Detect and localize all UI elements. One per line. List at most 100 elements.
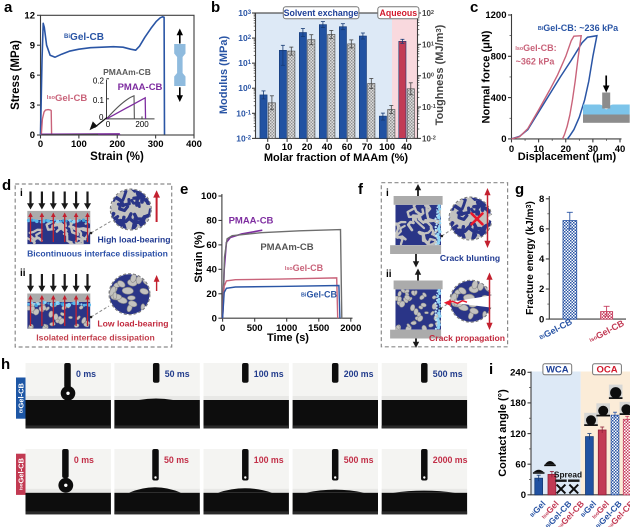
svg-text:2000 ms: 2000 ms [433,455,468,465]
svg-text:Displacement (μm): Displacement (μm) [518,151,617,163]
svg-text:BiGel-CB: BiGel-CB [64,32,104,43]
svg-text:6: 6 [539,224,544,235]
svg-text:Solvent exchange: Solvent exchange [284,8,359,18]
svg-text:12: 12 [24,11,35,22]
svg-text:500: 500 [247,323,263,334]
svg-text:100 ms: 100 ms [254,455,284,465]
svg-text:20: 20 [302,142,313,153]
svg-text:e: e [180,181,188,198]
svg-text:Contact angle (°): Contact angle (°) [497,389,509,477]
svg-text:2000: 2000 [340,323,361,334]
svg-text:0 ms: 0 ms [76,369,96,379]
svg-text:Fracture energy (kJ/m3): Fracture energy (kJ/m3) [525,201,536,315]
svg-text:Crack propagation: Crack propagation [429,333,505,343]
svg-text:500 ms: 500 ms [433,369,463,379]
svg-text:Strain (%): Strain (%) [90,151,144,163]
svg-text:i: i [489,361,493,378]
svg-text:IsoGel-CB: IsoGel-CB [47,93,88,104]
svg-text:8: 8 [539,194,544,205]
svg-text:Modulus (MPa): Modulus (MPa) [218,36,230,115]
svg-text:10: 10 [533,144,544,155]
svg-text:102: 102 [238,33,251,43]
svg-text:60: 60 [515,459,526,470]
svg-text:10-1: 10-1 [236,108,251,118]
svg-text:0.2: 0.2 [93,76,105,85]
svg-text:ii: ii [386,269,392,280]
svg-text:IsoGel-CB:: IsoGel-CB: [515,43,556,53]
svg-text:200: 200 [135,120,149,129]
svg-text:1200: 1200 [485,10,506,21]
svg-text:0: 0 [509,144,514,155]
svg-text:40: 40 [206,265,217,276]
svg-text:100: 100 [238,83,251,93]
svg-text:500 ms: 500 ms [344,455,374,465]
svg-text:BiGel-CB: ~236 kPa: BiGel-CB: ~236 kPa [538,23,619,33]
svg-text:800: 800 [491,52,507,63]
svg-text:PMAAm-CB: PMAAm-CB [260,242,313,253]
svg-text:Molar fraction of MAAm (%): Molar fraction of MAAm (%) [264,152,409,164]
svg-text:40: 40 [615,144,626,155]
svg-text:200 ms: 200 ms [344,369,374,379]
svg-text:Normal force (μN): Normal force (μN) [481,30,493,123]
svg-text:f: f [358,181,364,198]
svg-text:10-2: 10-2 [236,133,251,143]
svg-text:180: 180 [510,398,526,409]
svg-text:1000: 1000 [276,323,297,334]
svg-text:High load-bearing: High load-bearing [97,235,170,245]
svg-text:IsoGel-CB: IsoGel-CB [16,457,25,490]
svg-text:0: 0 [38,139,43,150]
svg-text:0: 0 [521,490,526,501]
svg-text:Aqueous: Aqueous [379,8,417,18]
svg-text:OCA: OCA [596,365,617,376]
svg-text:Toughness (MJ/m3): Toughness (MJ/m3) [434,24,446,125]
svg-text:120: 120 [510,429,526,440]
svg-text:g: g [515,181,524,198]
svg-text:40: 40 [322,142,333,153]
svg-text:PMAA-CB: PMAA-CB [229,216,274,227]
svg-text:0: 0 [265,142,270,153]
svg-text:103: 103 [238,8,251,18]
svg-text:20: 20 [206,289,217,300]
svg-text:200: 200 [109,139,125,150]
svg-text:i: i [20,188,23,199]
svg-text:10-2: 10-2 [422,134,436,143]
svg-text:Bicontinuous interface dissipa: Bicontinuous interface dissipation [27,249,168,259]
svg-text:0 ms: 0 ms [74,455,94,465]
svg-text:50 ms: 50 ms [164,455,189,465]
svg-text:30: 30 [588,144,599,155]
svg-text:10-1: 10-1 [422,103,436,112]
svg-text:Time (s): Time (s) [267,332,309,344]
svg-text:60: 60 [206,240,217,251]
svg-text:100: 100 [422,72,434,81]
svg-text:6: 6 [30,70,35,81]
svg-text:240: 240 [510,368,526,379]
svg-text:10: 10 [282,142,293,153]
svg-text:0: 0 [501,134,506,145]
svg-text:80: 80 [206,216,217,227]
svg-text:~362 kPa: ~362 kPa [516,57,556,67]
svg-text:BiGel-CB: BiGel-CB [16,382,25,413]
svg-text:4: 4 [539,254,545,265]
svg-text:0: 0 [212,313,217,324]
svg-text:2: 2 [539,284,544,295]
svg-text:Stress (MPa): Stress (MPa) [10,40,22,110]
svg-text:102: 102 [422,9,434,18]
svg-text:IsoGel-CB: IsoGel-CB [285,263,324,273]
svg-text:Crack blunting: Crack blunting [440,253,500,263]
svg-text:a: a [4,0,13,16]
svg-text:100: 100 [71,139,87,150]
svg-text:9: 9 [30,40,35,51]
svg-text:BiGel-CB: BiGel-CB [301,290,337,300]
svg-text:0: 0 [30,130,35,141]
svg-text:Isolated interface dissipation: Isolated interface dissipation [36,333,154,343]
svg-text:101: 101 [238,58,251,68]
svg-text:60: 60 [342,142,353,153]
svg-text:PMAA-CB: PMAA-CB [118,82,163,93]
svg-text:40: 40 [401,142,412,153]
svg-text:400: 400 [186,139,202,150]
svg-text:0.1: 0.1 [93,96,105,105]
svg-text:400: 400 [491,93,507,104]
svg-text:0: 0 [106,120,111,129]
svg-text:100: 100 [201,191,217,202]
svg-text:WCA: WCA [546,365,569,376]
